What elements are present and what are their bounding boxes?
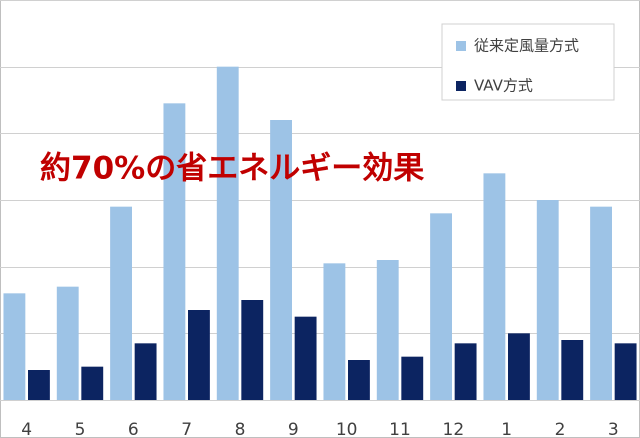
bar [614,343,637,400]
x-tick-label: 4 [21,420,32,438]
legend-swatch [456,81,466,91]
x-tick-label: 1 [501,420,512,438]
bar [430,213,452,400]
x-tick-label: 12 [443,420,465,438]
bar [508,333,530,400]
bar [590,206,612,400]
bar [348,360,370,400]
x-tick-label: 3 [608,420,619,438]
x-tick-label: 2 [555,420,566,438]
bar [28,370,50,400]
bar [270,120,292,400]
legend-label: 従来定風量方式 [474,37,579,55]
bar [401,356,424,400]
x-tick-label: 8 [235,420,246,438]
bar [483,173,506,400]
x-tick-label: 9 [288,420,299,438]
bar [56,286,79,400]
bar [188,310,210,400]
bar [81,366,104,400]
annotation: 約70%の省エネルギー効果 [40,151,424,187]
bar [376,260,399,400]
bar [3,293,26,400]
bar [163,103,186,400]
x-tick-label: 11 [389,420,411,438]
legend-label: VAV方式 [474,77,533,95]
legend-swatch [456,41,466,51]
bar [241,300,264,400]
bar [454,343,477,400]
bar [323,263,346,400]
legend: 従来定風量方式 VAV方式 [441,23,615,101]
x-tick-label: 7 [181,420,192,438]
bar [561,340,584,400]
bar [110,206,132,400]
bar [294,316,317,400]
legend-box [441,23,615,101]
x-tick-label: 6 [128,420,139,438]
bar [134,343,157,400]
bar [536,200,559,400]
x-tick-label: 10 [336,420,358,438]
x-tick-label: 5 [75,420,86,438]
bar [216,66,239,401]
